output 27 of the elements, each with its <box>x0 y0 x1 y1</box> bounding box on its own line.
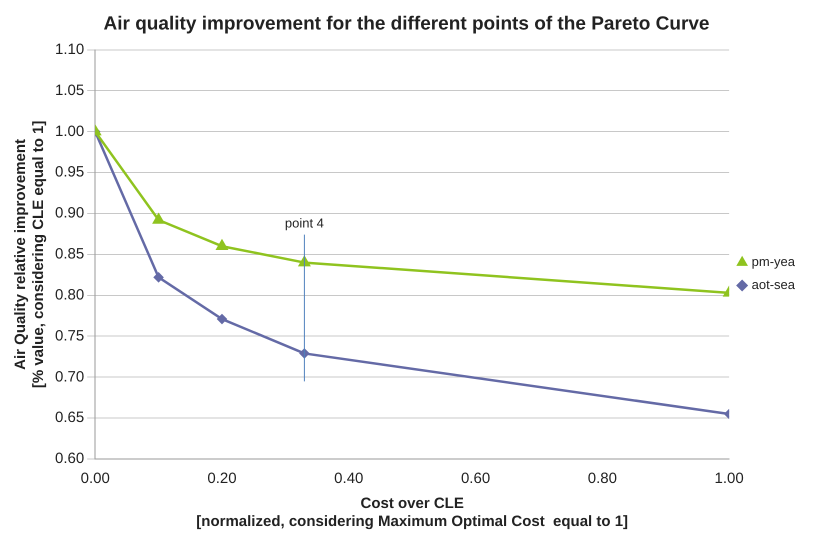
annotation: point 4 <box>284 216 324 231</box>
y-tick-label: 0.95 <box>54 164 84 181</box>
legend-label: pm-yea <box>752 254 796 270</box>
x-tick-label: 0.60 <box>460 470 490 488</box>
y-tick-label: 0.90 <box>54 204 84 222</box>
y-tick-label: 0.60 <box>54 450 84 468</box>
y-tick-label: 0.75 <box>54 327 84 344</box>
y-tick-label: 0.85 <box>54 246 84 263</box>
x-tick-label: 1.00 <box>714 470 744 488</box>
y-tick-label: 1.05 <box>54 82 84 99</box>
y-tick-label: 1.10 <box>54 40 84 58</box>
point <box>216 240 228 250</box>
point <box>217 314 227 324</box>
x-tick-label: 0.80 <box>588 470 617 488</box>
legend-label: aot-sea <box>752 277 796 292</box>
y-tick-label: 0.65 <box>54 409 84 426</box>
y-tick-label: 0.70 <box>54 368 84 386</box>
point <box>154 272 164 282</box>
y-tick-label: 1.00 <box>54 122 84 140</box>
y-tick-label: 0.80 <box>54 286 84 304</box>
x-axis-title: Cost over CLE [normalized, considering Maximum Optimal Cost equal to 1] <box>196 495 628 530</box>
x-tick-label: 0.00 <box>80 470 110 488</box>
y-axis-title: Air Quality relative improvement [% value, considering CLE equal to 1] <box>12 120 48 388</box>
x-tick-label: 0.20 <box>207 470 237 488</box>
chart-title: Air quality improvement for the different points of the Pareto Curve <box>104 14 710 35</box>
x-tick-label: 0.40 <box>334 470 364 488</box>
point <box>153 214 164 224</box>
